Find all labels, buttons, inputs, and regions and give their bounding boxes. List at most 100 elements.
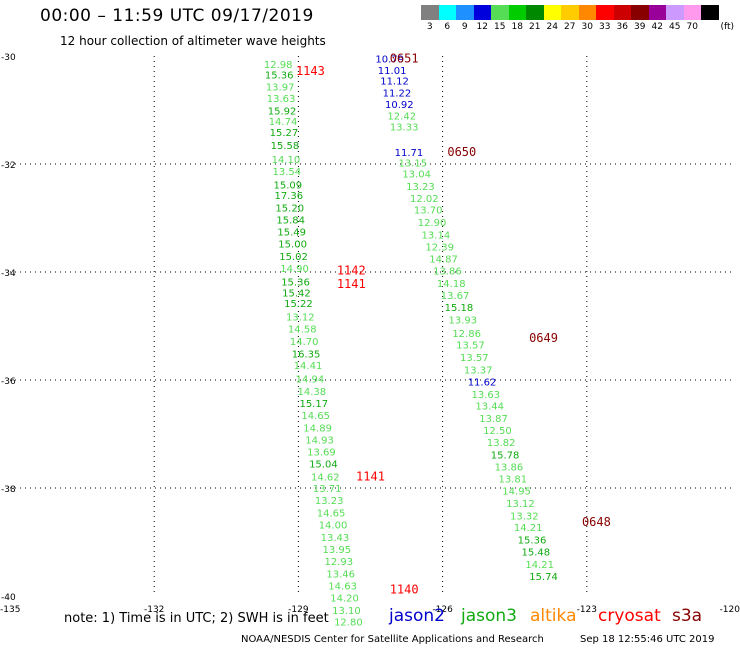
data-value: 14.18 <box>437 279 466 290</box>
data-value: 13.69 <box>307 448 336 459</box>
data-value: 14.21 <box>525 560 554 571</box>
colorbar-swatch <box>491 5 509 20</box>
data-value: 13.43 <box>321 533 350 544</box>
data-value: 10.92 <box>385 100 414 111</box>
colorbar-cell: 24 <box>543 5 561 32</box>
colorbar-swatch <box>613 5 631 20</box>
data-value: 11.12 <box>380 77 409 88</box>
data-value: 15.02 <box>279 252 308 263</box>
data-value: 12.98 <box>264 60 293 71</box>
colorbar-swatch <box>421 5 439 20</box>
data-value: 12.86 <box>452 329 481 340</box>
satellite-legend-jason3: jason3 <box>461 606 517 626</box>
x-tick-label: -135 <box>0 605 20 615</box>
colorbar-cell: 6 <box>438 5 456 32</box>
colorbar-cell: 27 <box>561 5 579 32</box>
data-value: 15.84 <box>276 215 305 226</box>
y-tick-label: -34 <box>1 269 16 279</box>
colorbar-swatch <box>438 5 456 20</box>
chart-subtitle: 12 hour collection of altimeter wave hei… <box>60 34 326 48</box>
data-value: 13.86 <box>433 267 462 278</box>
colorbar-label: 15 <box>494 22 506 32</box>
x-tick-label: -126 <box>432 605 453 615</box>
data-value: 13.93 <box>448 315 477 326</box>
y-tick-label: -32 <box>1 161 16 171</box>
data-value: 13.97 <box>266 83 295 94</box>
colorbar-label: 45 <box>669 22 681 32</box>
data-value: 13.32 <box>510 511 539 522</box>
data-value: 14.21 <box>514 523 543 534</box>
colorbar-label: 12 <box>476 22 488 32</box>
time-label: 1142 <box>337 264 366 278</box>
data-value: 14.65 <box>301 411 330 422</box>
data-value: 11.71 <box>395 148 424 159</box>
data-value: 12.42 <box>387 112 416 123</box>
time-label: 0651 <box>390 51 419 65</box>
data-value: 13.37 <box>464 366 493 377</box>
data-value: 14.93 <box>305 436 334 447</box>
data-value: 14.38 <box>298 387 327 398</box>
colorbar-label: 70 <box>686 22 698 32</box>
time-label: 0649 <box>529 331 558 345</box>
colorbar-cell: 12 <box>473 5 491 32</box>
data-value: 13.23 <box>315 496 344 507</box>
colorbar-swatch <box>456 5 474 20</box>
colorbar-label: 39 <box>634 22 646 32</box>
data-value: 14.63 <box>328 582 357 593</box>
x-tick-label: -129 <box>288 605 309 615</box>
data-value: 17.36 <box>274 191 303 202</box>
colorbar-cell: 36 <box>613 5 631 32</box>
data-value: 13.57 <box>456 341 485 352</box>
data-value: 15.48 <box>522 548 551 559</box>
data-value: 15.20 <box>275 204 304 215</box>
colorbar-swatch <box>561 5 579 20</box>
data-value: 14.20 <box>330 593 359 604</box>
y-tick-label: -30 <box>1 53 16 63</box>
satellite-legend-jason2: jason2 <box>389 606 445 626</box>
colorbar-label: 27 <box>564 22 576 32</box>
data-value: 13.81 <box>498 475 527 486</box>
x-tick-label: -123 <box>577 605 597 615</box>
colorbar-cell: 3 <box>421 5 439 32</box>
data-value: 15.36 <box>518 536 547 547</box>
data-value: 12.93 <box>324 557 353 568</box>
data-value: 13.57 <box>460 353 489 364</box>
data-value: 13.82 <box>487 438 516 449</box>
data-value: 13.95 <box>323 545 352 556</box>
time-label: 0650 <box>447 145 476 159</box>
data-value: 15.17 <box>299 399 328 410</box>
data-value: 13.04 <box>402 170 431 181</box>
data-value: 13.14 <box>422 231 451 242</box>
data-value: 15.58 <box>271 141 300 152</box>
colorbar-unit: (ft) <box>720 22 735 32</box>
data-value: 15.36 <box>265 71 294 82</box>
colorbar-cell: 70 <box>683 5 701 32</box>
colorbar-label: 24 <box>546 22 558 32</box>
data-value: 15.78 <box>491 450 520 461</box>
colorbar-swatch <box>701 5 719 20</box>
data-value: 13.67 <box>441 291 470 302</box>
satellite-legend-altika: altika <box>530 606 577 626</box>
data-value: 13.46 <box>326 570 355 581</box>
colorbar-swatch <box>666 5 684 20</box>
colorbar-cell <box>701 5 719 32</box>
time-label: 0648 <box>582 515 611 529</box>
data-value: 11.22 <box>383 89 412 100</box>
data-value: 15.74 <box>529 572 558 583</box>
y-tick-label: -38 <box>1 485 16 495</box>
colorbar-cell: 15 <box>491 5 509 32</box>
colorbar-cell: 21 <box>526 5 544 32</box>
data-value: 13.23 <box>406 182 435 193</box>
colorbar-swatch <box>648 5 666 20</box>
data-value: 14.62 <box>311 472 340 483</box>
data-value: 15.00 <box>278 240 307 251</box>
data-value: 13.12 <box>506 499 535 510</box>
colorbar-cell: 30 <box>578 5 596 32</box>
colorbar-label: 30 <box>581 22 593 32</box>
data-value: 14.65 <box>317 509 346 520</box>
colorbar-swatch <box>543 5 561 20</box>
time-label: 1143 <box>296 64 325 78</box>
colorbar-swatch <box>526 5 544 20</box>
data-value: 15.49 <box>277 227 306 238</box>
